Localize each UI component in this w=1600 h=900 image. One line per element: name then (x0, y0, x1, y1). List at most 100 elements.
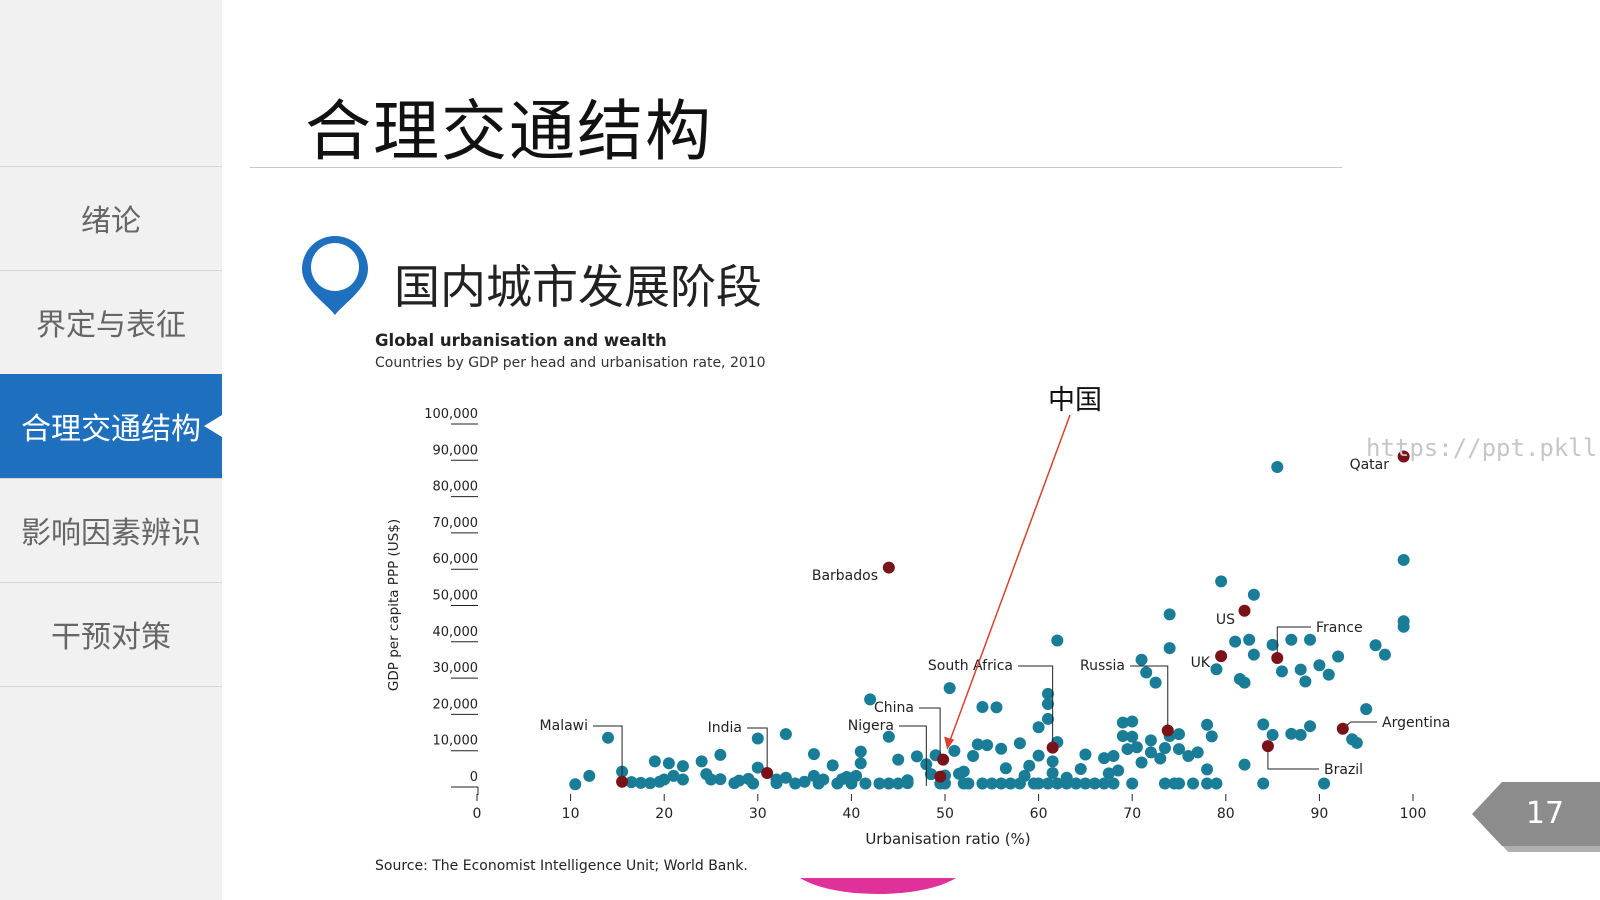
scatter-point (1112, 764, 1125, 777)
scatter-point (967, 749, 980, 762)
highlighted-point (761, 767, 774, 780)
scatter-point (1304, 720, 1317, 733)
scatter-point (1182, 749, 1195, 762)
highlighted-point (1238, 604, 1251, 617)
scatter-point (1299, 675, 1312, 688)
scatter-point (1350, 736, 1363, 749)
scatter-point (1266, 638, 1279, 651)
y-tick-label: 90,000 (433, 443, 479, 458)
location-pin-icon (302, 236, 368, 315)
scatter-point (676, 773, 689, 786)
scatter-point (1046, 755, 1059, 768)
scatter-point (1173, 728, 1185, 741)
scatter-point (779, 728, 792, 741)
sidebar-item-intro[interactable]: 绪论 (0, 166, 222, 269)
scatter-point (1163, 642, 1176, 655)
scatter-point (747, 777, 760, 790)
scatter-point (1215, 575, 1228, 588)
highlighted-point (882, 561, 895, 574)
country-label: UK (1191, 655, 1211, 671)
scatter-point (1313, 659, 1326, 672)
scatter-point (1201, 777, 1214, 790)
scatter-point (1201, 718, 1214, 731)
scatter-point (1271, 461, 1284, 474)
sidebar-item-measures[interactable]: 干预对策 (0, 582, 222, 685)
scatter-point (1378, 648, 1391, 661)
scatter-point (1210, 777, 1223, 790)
scatter-point (1041, 687, 1054, 700)
scatter-point (798, 775, 811, 788)
chart-source: Source: The Economist Intelligence Unit;… (375, 858, 748, 874)
scatter-point (1243, 633, 1256, 646)
scatter-point (662, 757, 675, 770)
sidebar-item-definition[interactable]: 界定与表征 (0, 270, 222, 373)
scatter-point (1116, 716, 1129, 729)
x-tick-label: 30 (749, 806, 767, 822)
scatter-point (1079, 748, 1092, 761)
scatter-point (1158, 741, 1171, 754)
scatter-point (1322, 668, 1335, 681)
scatter-point (1098, 752, 1111, 765)
scatter-point (1332, 650, 1345, 663)
scatter-point (695, 755, 708, 768)
scatter-point (751, 732, 764, 745)
y-tick-label: 60,000 (433, 552, 479, 567)
scatter-point (1247, 588, 1260, 601)
sidebar-item-label: 影响因素辨识 (21, 516, 201, 551)
x-tick-label: 50 (936, 806, 954, 822)
scatter-point (1173, 777, 1185, 790)
highlighted-point (1336, 722, 1349, 735)
scatter-point (1205, 730, 1218, 743)
scatter-point (882, 777, 895, 790)
scatter-point (1102, 767, 1115, 780)
label-connector (1018, 665, 1054, 748)
scatter-point (901, 774, 914, 787)
page-number-badge (1472, 782, 1600, 852)
scatter-point (1004, 777, 1017, 790)
scatter-point (1079, 777, 1092, 790)
scatter-point (658, 773, 671, 786)
scatter-point (1135, 756, 1148, 769)
scatter-point (1126, 715, 1139, 728)
scatter-point (667, 769, 680, 782)
scatter-point (1126, 777, 1139, 790)
scatter-point (807, 748, 820, 761)
highlighted-point (1271, 651, 1284, 664)
x-tick-label: 20 (655, 806, 673, 822)
y-tick-label: 70,000 (433, 516, 479, 531)
sidebar: 绪论 界定与表征 合理交通结构 影响因素辨识 干预对策 (0, 0, 222, 900)
scatter-point (910, 750, 923, 763)
scatter-point (705, 773, 717, 786)
scatter-point (1046, 767, 1059, 780)
sidebar-item-traffic-structure[interactable]: 合理交通结构 (0, 374, 222, 478)
scatter-point (850, 769, 863, 782)
watermark: https://ppt.pkll.de (1366, 434, 1600, 462)
highlighted-point (1397, 450, 1410, 463)
scatter-point (985, 777, 998, 790)
scatter-point (714, 773, 727, 786)
label-connector (1267, 746, 1319, 770)
scatter-point (1158, 777, 1171, 790)
scatter-point (1285, 727, 1298, 740)
scatter-point (770, 777, 783, 790)
country-label: Brazil (1324, 762, 1363, 778)
y-axis-label: GDP per capita PPP (US$) (386, 519, 402, 691)
title-divider (250, 167, 1342, 168)
scatter-point (602, 731, 615, 744)
scatter-point (1126, 730, 1139, 743)
scatter-point (1088, 777, 1101, 790)
label-connector (919, 707, 941, 760)
scatter-point (995, 742, 1008, 755)
decorative-arc (790, 878, 966, 894)
scatter-point (1275, 665, 1288, 678)
country-label: South Africa (928, 658, 1013, 674)
scatter-point (1032, 777, 1045, 790)
scatter-point (1191, 746, 1204, 759)
label-connector (747, 727, 768, 774)
scatter-point (1210, 663, 1223, 676)
sidebar-item-factors[interactable]: 影响因素辨识 (0, 478, 222, 581)
scatter-point (1098, 777, 1111, 790)
scatter-point (854, 745, 867, 758)
scatter-point (583, 769, 596, 782)
scatter-point (634, 776, 647, 789)
